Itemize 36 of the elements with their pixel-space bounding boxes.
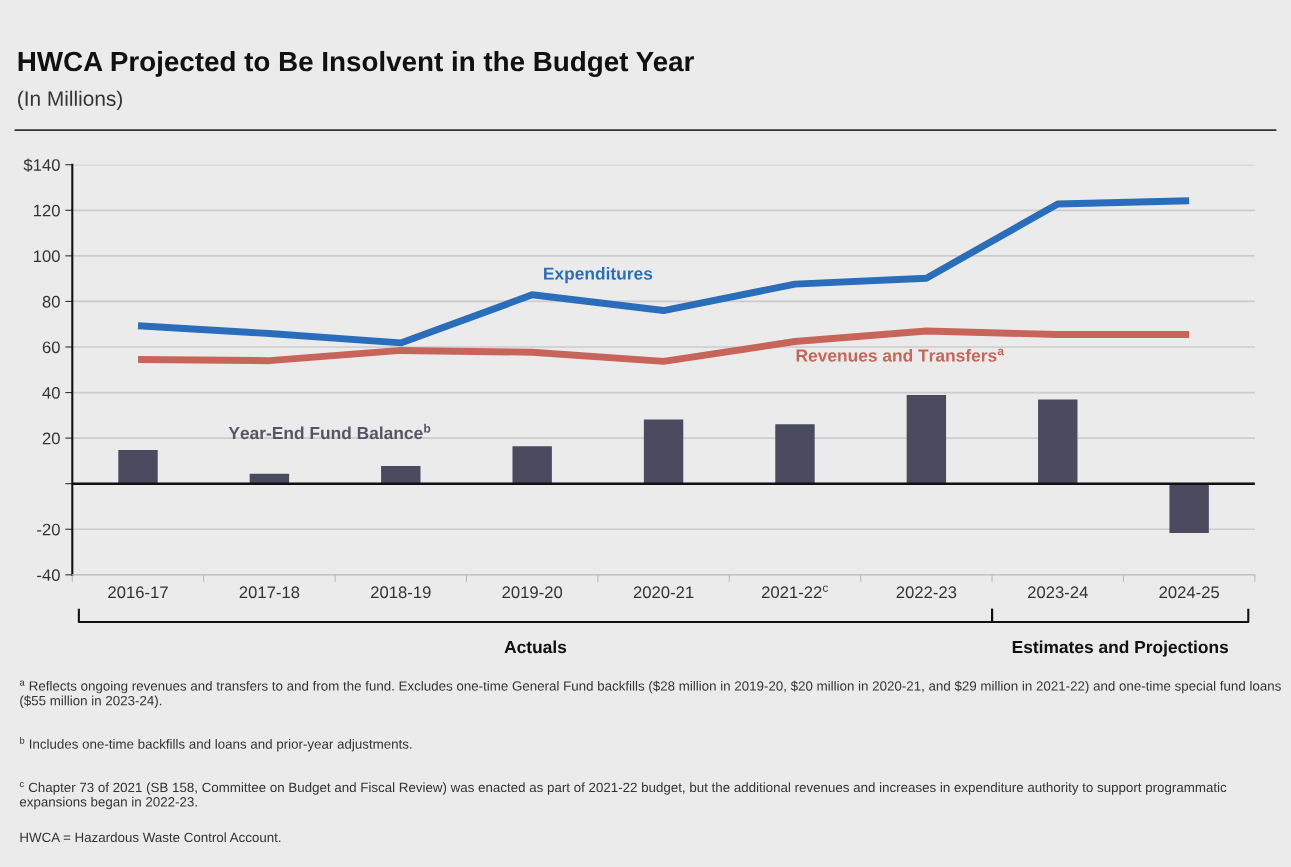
x-tick-label: 2023-24 — [1028, 586, 1088, 599]
text: Estimates and Projections — [1012, 640, 1229, 657]
x-tick-label: 2021-22$^{c}$ — [761, 585, 828, 599]
x-tick-label: 2017-18 — [239, 586, 300, 599]
text: Actuals — [504, 640, 567, 654]
y-tick-label: 40 — [42, 386, 60, 399]
bar — [512, 446, 552, 484]
y-tick-label: 120 — [33, 204, 60, 217]
y-tick-label: 100 — [33, 250, 60, 263]
y-tick-label: -20 — [37, 523, 60, 536]
y-tick-label: -40 — [37, 569, 60, 582]
y-tick-label: $140 — [23, 158, 60, 172]
y-tick-label: 60 — [42, 341, 60, 354]
bar — [906, 395, 947, 484]
bar — [1038, 399, 1078, 484]
x-tick-label: 2022-23 — [896, 586, 957, 599]
text: HWCA = Hazardous Waste Control Account. — [20, 832, 281, 843]
bar — [118, 449, 158, 484]
chart-subtitle: (In Millions) — [18, 90, 122, 111]
series-label: Year-End Fund Balance$^{b}$ — [228, 423, 431, 440]
text: $^{c}$ Chapter 73 of 2021 (SB 158, Committee on Budget and Fiscal Review) was enacted as part of 2021-22 budget, but the additional revenues and increases in expenditure authority to support programmatic expansions began in 2022-23. — [19, 782, 1227, 810]
x-tick-label: 2024-25 — [1159, 586, 1220, 599]
series-label: Revenues and Transfers$^{a}$ — [796, 348, 1005, 362]
x-tick-label: 2018-19 — [371, 586, 431, 599]
y-tick-label: 80 — [42, 295, 60, 308]
y-tick-label: 20 — [42, 432, 60, 445]
bar — [1169, 483, 1209, 533]
bar — [775, 424, 815, 484]
text: $^{b}$ Includes one-time backfills and loans and prior-year adjustments. — [20, 736, 412, 752]
x-tick-label: 2019-20 — [502, 586, 563, 599]
bar — [643, 419, 684, 484]
chart-title: HWCA Projected to Be Insolvent in the Budget Year — [18, 50, 694, 77]
text: $^{a}$ Reflects ongoing revenues and transfers to and from the fund. Excludes one-time General Fund backfills ($28 million in 2019-20, $20 million in 2020-21, and $29 million in 2021-22) and one-time special fund loans ($55 million in 2023-24). — [19, 680, 1281, 708]
series-label: Expenditures — [544, 267, 653, 284]
x-tick-label: 2016-17 — [108, 586, 168, 599]
x-tick-label: 2020-21 — [633, 586, 694, 599]
